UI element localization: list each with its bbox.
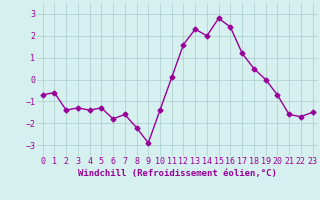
X-axis label: Windchill (Refroidissement éolien,°C): Windchill (Refroidissement éolien,°C) — [78, 169, 277, 178]
